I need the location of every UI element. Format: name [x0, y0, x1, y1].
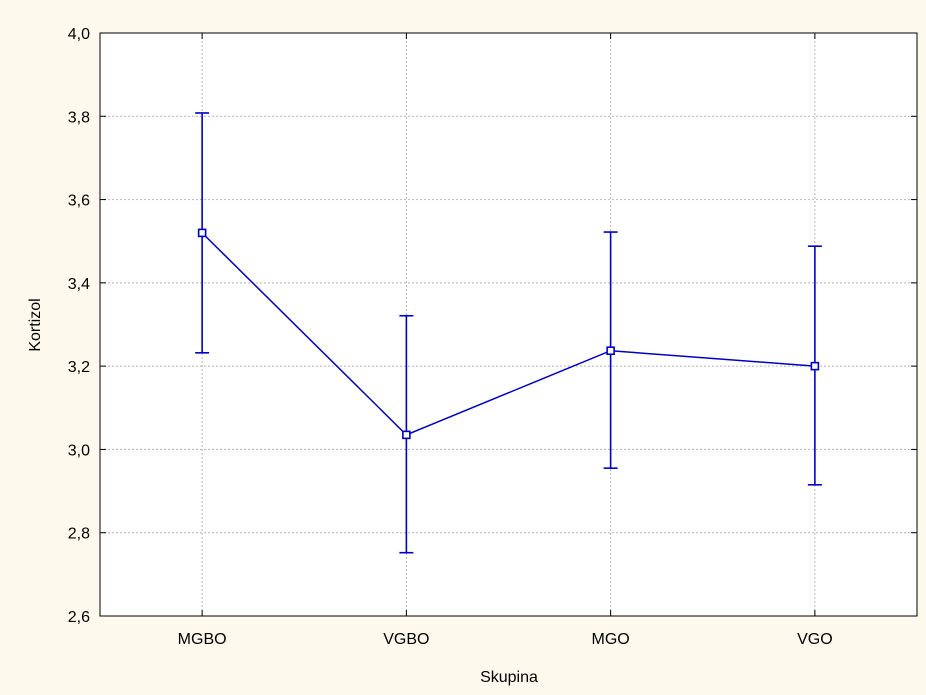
y-tick-label: 3,2	[68, 359, 90, 376]
y-tick-label: 3,6	[68, 193, 90, 210]
data-points	[197, 228, 820, 440]
plot-area	[99, 32, 918, 617]
x-axis-title: Skupina	[480, 669, 538, 686]
series-line	[201, 232, 815, 436]
data-point	[606, 346, 615, 356]
x-tick-label: VGBO	[383, 631, 429, 648]
y-tick-label: 2,8	[68, 526, 90, 543]
y-tick-label: 3,8	[68, 109, 90, 126]
y-tick-label: 4,0	[68, 26, 90, 43]
x-tick-label: VGO	[797, 631, 833, 648]
y-axis: 2,6 2,8 3,0 3,2 3,4 3,6 3,8 4,0	[68, 26, 917, 626]
y-tick-label: 3,0	[68, 442, 90, 459]
data-point	[197, 228, 207, 238]
y-tick-label: 2,6	[68, 609, 90, 626]
series-line-group	[201, 232, 815, 436]
y-axis-title: Kortizol	[27, 298, 44, 351]
y-tick-label: 3,4	[68, 276, 90, 293]
x-tick-label: MGBO	[178, 631, 227, 648]
x-tick-label: MGO	[592, 631, 630, 648]
x-axis: MGBO VGBO MGO VGO	[178, 33, 833, 648]
data-point	[810, 361, 820, 371]
data-point	[402, 430, 411, 440]
